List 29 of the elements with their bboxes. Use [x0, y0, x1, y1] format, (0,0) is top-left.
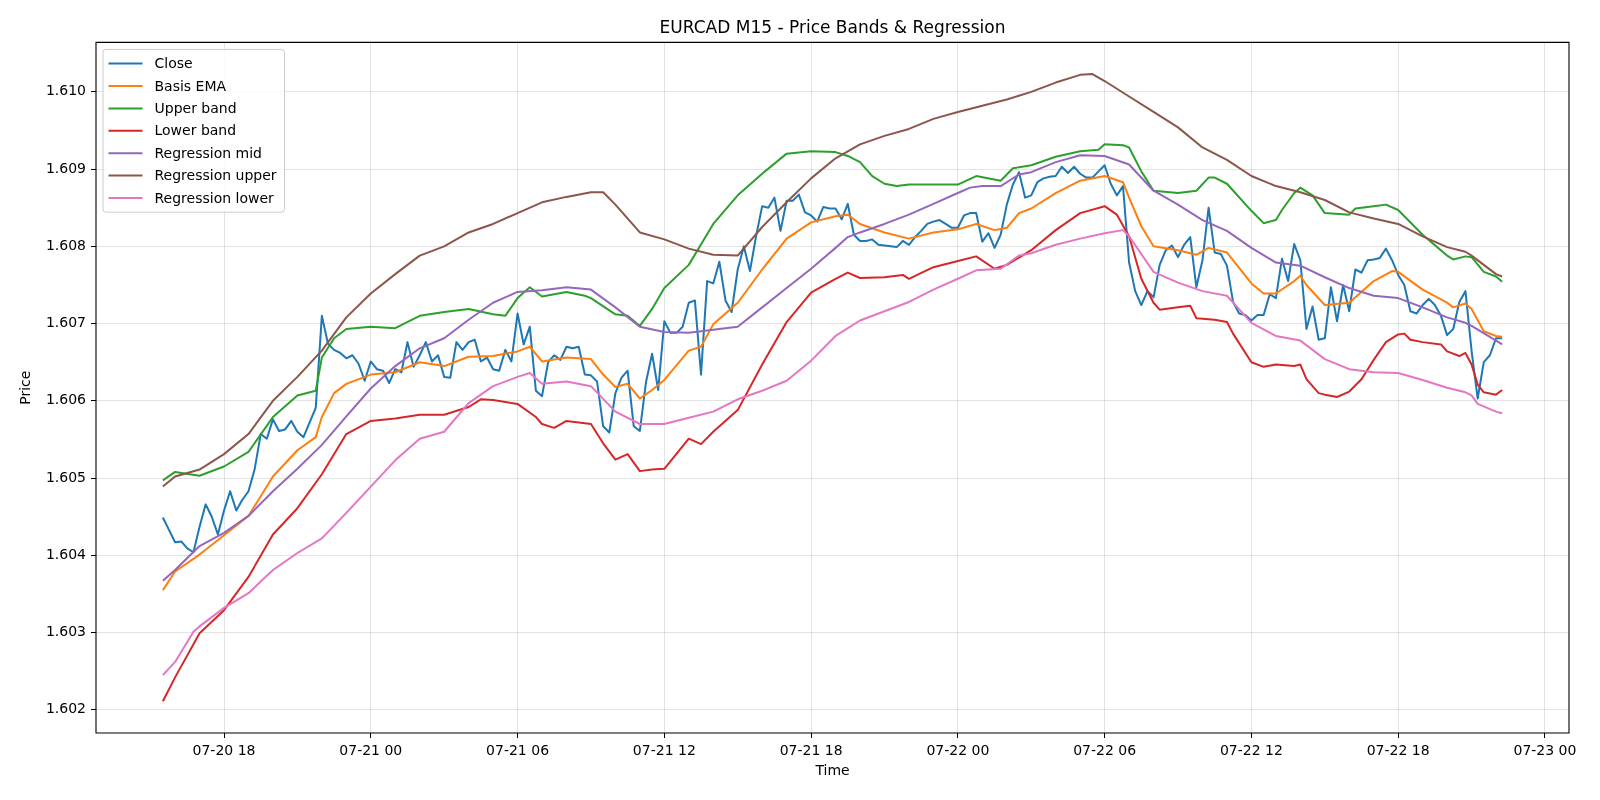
x-tick-label: 07-21 06 [486, 742, 550, 759]
x-tick-label: 07-22 18 [1366, 742, 1430, 759]
x-tick-label: 07-22 12 [1219, 742, 1283, 759]
y-tick-label: 1.607 [45, 314, 86, 331]
y-tick-label: 1.603 [45, 623, 86, 640]
y-tick-label: 1.604 [45, 545, 87, 562]
legend-label: Regression upper [154, 167, 277, 184]
x-axis-title: Time [814, 761, 850, 778]
x-tick-label: 07-21 12 [632, 742, 696, 759]
x-tick-label: 07-22 00 [926, 742, 990, 759]
x-tick-label: 07-23 00 [1513, 742, 1577, 759]
y-tick-label: 1.610 [45, 82, 86, 99]
legend-label: Lower band [154, 122, 237, 139]
y-axis-title: Price [16, 370, 33, 405]
x-tick-label: 07-20 18 [192, 742, 256, 759]
y-tick-label: 1.605 [45, 468, 86, 485]
y-tick-label: 1.602 [45, 700, 86, 717]
y-tick-label: 1.608 [45, 236, 86, 253]
legend-label: Upper band [154, 100, 237, 117]
y-tick-label: 1.609 [45, 159, 86, 176]
legend-label: Regression mid [154, 144, 262, 161]
legend-label: Basis EMA [154, 77, 227, 94]
x-tick-label: 07-21 00 [339, 742, 403, 759]
chart-title: EURCAD M15 - Price Bands & Regression [659, 17, 1006, 38]
x-tick-label: 07-21 18 [779, 742, 843, 759]
y-tick-label: 1.606 [45, 391, 87, 408]
legend-label: Close [154, 55, 193, 72]
legend-label: Regression lower [154, 189, 275, 206]
x-tick-label: 07-22 06 [1073, 742, 1137, 759]
